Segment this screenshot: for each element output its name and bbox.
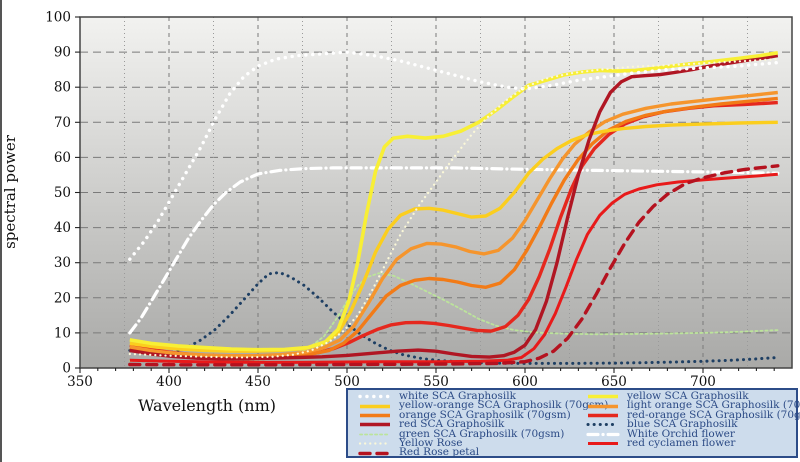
legend-swatch-red-sca: [360, 423, 390, 427]
y-tick-label: 80: [54, 80, 71, 96]
legend-label: Red Rose petal: [399, 446, 480, 459]
y-tick-label: 10: [54, 325, 71, 341]
legend-item-white-orchid: White Orchid flower: [586, 427, 786, 440]
legend-item-blue-sca: blue SCA Graphosilk: [586, 418, 786, 431]
y-axis-title: spectral power: [1, 135, 19, 249]
y-tick-label: 70: [54, 115, 71, 131]
legend-label: green SCA Graphosilk (70gsm): [399, 427, 565, 440]
x-tick-label: 350: [67, 374, 93, 390]
series-light-orange: [129, 90, 778, 358]
legend-swatch-yellow-sca: [588, 394, 618, 399]
x-tick-label: 450: [245, 374, 271, 390]
x-tick-label: 400: [156, 374, 182, 390]
legend-label: blue SCA Graphosilk: [627, 418, 738, 431]
legend-item-red-rose: Red Rose petal: [358, 446, 586, 459]
y-tick-label: 100: [45, 10, 71, 26]
legend-label: yellow-orange SCA Graphosilk (70gsm): [399, 399, 609, 412]
x-tick-label: 650: [601, 374, 627, 390]
legend-swatch-orange: [360, 413, 390, 418]
legend-item-light-orange: light orange SCA Graphosilk (70gsm): [586, 400, 800, 411]
legend-item-red-orange: red-orange SCA Graphosilk (70gsm): [586, 409, 800, 420]
x-tick-label: 550: [423, 374, 449, 390]
legend-swatch-red-cyclamen: [588, 442, 618, 446]
legend-item-green-sca: green SCA Graphosilk (70gsm): [358, 427, 586, 440]
y-tick-label: 30: [54, 255, 71, 271]
legend-swatch-red-orange: [588, 413, 618, 418]
y-tick-label: 20: [54, 290, 71, 306]
legend-item-yellow-rose: Yellow Rose: [358, 436, 586, 449]
legend-label: Yellow Rose: [399, 436, 463, 449]
x-axis-title: Wavelength (nm): [137, 396, 276, 415]
legend-label: White Orchid flower: [627, 427, 735, 440]
series-yellow-rose: [128, 58, 779, 359]
legend-swatch-light-orange: [588, 404, 618, 408]
legend-swatch-white-orchid: [586, 432, 620, 436]
series-red-cyclamen: [129, 172, 778, 364]
x-tick-label: 700: [690, 374, 716, 390]
y-tick-label: 50: [54, 185, 71, 201]
legend-swatch-yellow-orange: [360, 404, 390, 408]
legend-swatch-yellow-rose: [358, 442, 392, 445]
legend-item-red-cyclamen: red cyclamen flower: [586, 436, 786, 449]
legend-label: red-orange SCA Graphosilk (70gsm): [627, 408, 800, 421]
y-tick-label: 60: [54, 150, 71, 166]
legend-label: white SCA Graphosilk: [399, 390, 516, 402]
x-tick-label: 600: [512, 374, 538, 390]
legend-swatch-green-sca: [359, 433, 391, 436]
legend-label: orange SCA Graphosilk (70gsm): [399, 408, 571, 421]
legend-label: yellow SCA Graphosilk: [627, 390, 749, 402]
legend-item-yellow-orange: yellow-orange SCA Graphosilk (70gsm): [358, 400, 608, 411]
legend-item-orange: orange SCA Graphosilk (70gsm): [358, 408, 586, 421]
y-tick-label: 0: [62, 361, 71, 377]
legend-column-right: yellow SCA Graphosilk light orange SCA Gr…: [586, 390, 800, 456]
series-blue-sca: [128, 271, 780, 365]
series-red-rose: [128, 164, 780, 367]
legend-label: light orange SCA Graphosilk (70gsm): [627, 399, 800, 412]
x-tick-label: 500: [334, 374, 360, 390]
legend-column-left: white SCA Graphosilk yellow-orange SCA Gr…: [358, 390, 608, 459]
legend-item-white-sca: white SCA Graphosilk: [358, 390, 586, 402]
legend-item-red-sca: red SCA Graphosilk: [358, 418, 586, 431]
series-red-sca: [129, 53, 779, 361]
legend-label: red cyclamen flower: [627, 436, 736, 449]
legend-item-yellow-sca: yellow SCA Graphosilk: [586, 390, 786, 402]
y-tick-label: 90: [54, 45, 71, 61]
legend-swatch-blue-sca: [586, 423, 620, 427]
legend-swatch-red-rose: [358, 451, 392, 455]
legend-box: white SCA Graphosilk yellow-orange SCA Gr…: [346, 388, 800, 459]
legend-label: red SCA Graphosilk: [399, 418, 505, 431]
series-yellow-sca: [129, 51, 779, 352]
y-tick-label: 40: [54, 220, 71, 236]
legend-swatch-white-sca: [358, 394, 392, 399]
series-white-sca: [128, 50, 780, 261]
